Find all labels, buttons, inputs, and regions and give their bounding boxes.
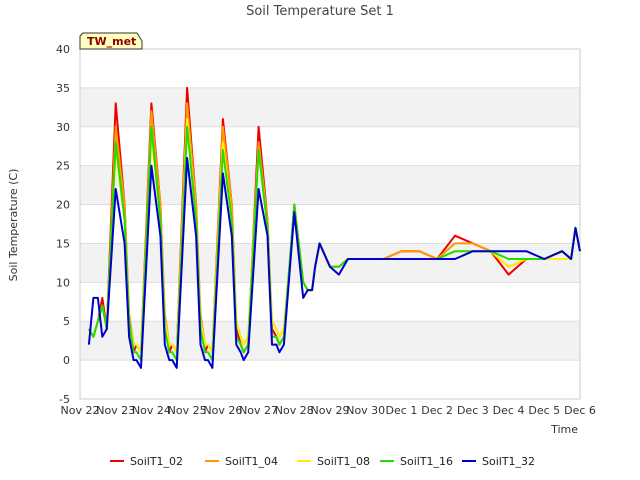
series-layer <box>87 86 581 369</box>
x-tick-label: Dec 4 <box>493 404 525 417</box>
y-tick-labels: -5 0 5 10 15 20 25 30 35 40 <box>56 43 70 406</box>
x-tick-label: Dec 3 <box>457 404 489 417</box>
y-tick-label: 15 <box>56 237 70 250</box>
legend-label: SoilT1_08 <box>317 455 370 468</box>
chart-title: Soil Temperature Set 1 <box>246 4 394 19</box>
site-badge: TW_met <box>79 32 143 50</box>
y-tick-label: 35 <box>56 82 70 95</box>
x-tick-label: Dec 1 <box>386 404 418 417</box>
x-tick-label: Nov 25 <box>168 404 207 417</box>
y-tick-label: 10 <box>56 276 70 289</box>
x-tick-label: Nov 27 <box>239 404 278 417</box>
x-tick-label: Nov 24 <box>132 404 171 417</box>
y-tick-label: 20 <box>56 199 70 212</box>
x-tick-label: Nov 29 <box>311 404 350 417</box>
x-tick-label: Nov 26 <box>203 404 242 417</box>
plot-band <box>80 321 580 361</box>
y-tick-label: -5 <box>59 393 70 406</box>
series-line <box>87 156 581 369</box>
y-tick-label: 40 <box>56 43 70 56</box>
legend-label: SoilT1_04 <box>225 455 278 468</box>
x-tick-label: Nov 22 <box>61 404 100 417</box>
plot-bands <box>80 87 580 361</box>
x-tick-label: Dec 6 <box>564 404 596 417</box>
legend-label: SoilT1_02 <box>130 455 183 468</box>
site-badge-text: TW_met <box>87 35 136 48</box>
y-axis-label: Soil Temperature (C) <box>7 169 20 282</box>
legend-label: SoilT1_16 <box>400 455 453 468</box>
y-tick-label: 0 <box>63 354 70 367</box>
series-line <box>88 125 581 362</box>
x-tick-label: Dec 2 <box>421 404 453 417</box>
y-tick-label: 5 <box>63 315 70 328</box>
legend: SoilT1_02 SoilT1_04 SoilT1_08 SoilT1_16 Soil… <box>110 455 535 468</box>
y-tick-label: 30 <box>56 121 70 134</box>
plot-band <box>80 165 580 205</box>
x-tick-label: Dec 5 <box>528 404 560 417</box>
x-tick-label: Nov 30 <box>346 404 385 417</box>
plot-border <box>79 48 581 400</box>
y-tick-label: 25 <box>56 160 70 173</box>
x-tick-label: Nov 23 <box>96 404 135 417</box>
site-badge-box <box>79 32 143 50</box>
plot-band <box>80 87 580 127</box>
x-axis-label: Time <box>550 423 578 436</box>
x-tick-label: Nov 28 <box>275 404 314 417</box>
legend-label: SoilT1_32 <box>482 455 535 468</box>
